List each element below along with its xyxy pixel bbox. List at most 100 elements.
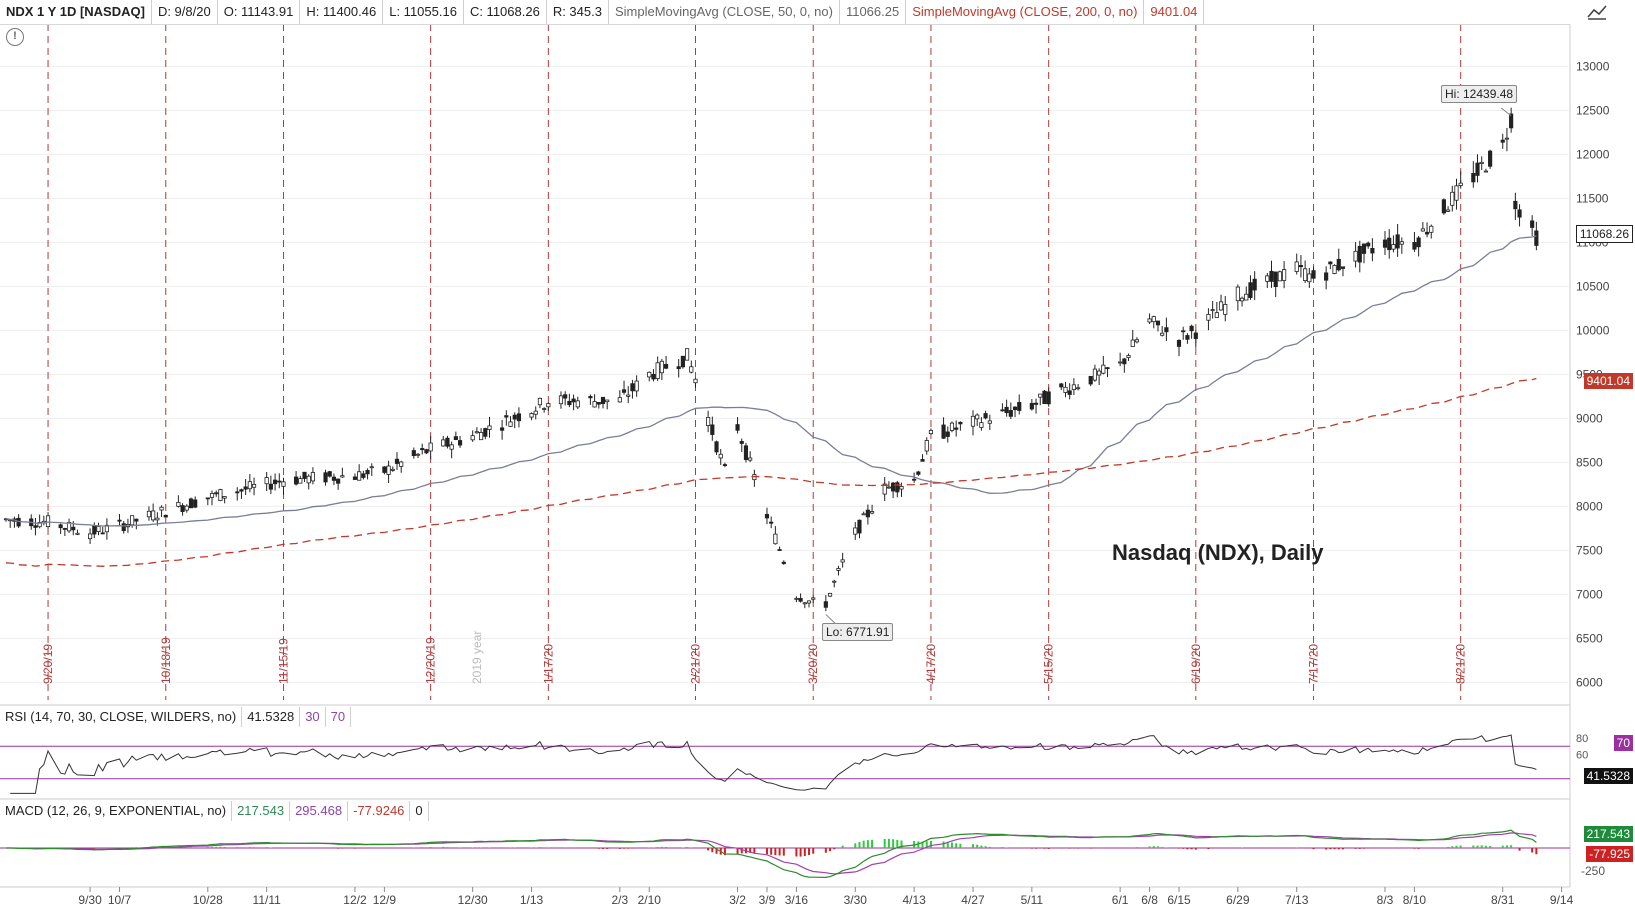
macd-histogram-bar xyxy=(1161,847,1164,848)
candle-body xyxy=(441,439,446,447)
event-date-label: 1/17/20 xyxy=(541,644,555,684)
macd-histogram-bar xyxy=(858,842,861,848)
macd-histogram-bar xyxy=(559,847,562,848)
macd-histogram-bar xyxy=(929,840,932,848)
macd-histogram-bar xyxy=(1333,848,1336,850)
macd-histogram-bar xyxy=(753,848,756,853)
sma200-label[interactable]: SimpleMovingAvg (CLOSE, 200, 0, no) xyxy=(906,0,1145,24)
macd-histogram-bar xyxy=(715,848,718,854)
candle-body xyxy=(184,505,189,511)
macd-histogram-bar xyxy=(925,841,928,848)
candle-body xyxy=(1008,410,1013,417)
x-tick-label: 2/10 xyxy=(638,893,662,907)
macd-histogram-bar xyxy=(942,841,945,848)
candle-body xyxy=(1307,273,1312,283)
high-value: H: 11400.46 xyxy=(300,0,384,24)
candle-body xyxy=(1134,339,1140,343)
candle-body xyxy=(1017,402,1022,411)
y-tick-label: 12000 xyxy=(1576,147,1610,161)
candle-body xyxy=(1160,332,1165,336)
candle-body xyxy=(764,513,770,519)
macd-histogram-bar xyxy=(240,847,243,848)
macd-histogram-bar xyxy=(988,846,991,848)
candle-body xyxy=(420,448,425,451)
candle-body xyxy=(1412,241,1417,250)
macd-histogram-bar xyxy=(1362,848,1365,849)
rsi-label[interactable]: RSI (14, 70, 30, CLOSE, WILDERS, no) xyxy=(0,707,243,727)
candle-body xyxy=(1118,361,1123,364)
macd-histogram-bar xyxy=(1501,845,1504,848)
macd-histogram-bar xyxy=(1190,848,1193,850)
candle-body xyxy=(1067,390,1072,395)
macd-histogram-bar xyxy=(782,848,785,856)
macd-histogram-bar xyxy=(1089,848,1092,849)
macd-histogram-bar xyxy=(442,846,445,848)
macd-histogram-bar xyxy=(606,848,609,849)
macd-histogram-bar xyxy=(623,848,626,849)
macd-histogram-bar xyxy=(1207,848,1210,850)
info-icon[interactable]: ! xyxy=(6,28,24,46)
candle-body xyxy=(218,489,223,501)
candle-body xyxy=(769,521,774,524)
macd-histogram-bar xyxy=(837,847,840,848)
macd-histogram-bar xyxy=(955,843,958,848)
candle-body xyxy=(886,486,891,489)
candle-body xyxy=(651,373,656,380)
candle-body xyxy=(96,525,101,532)
candle-body xyxy=(1029,402,1034,410)
macd-histogram-bar xyxy=(564,847,567,848)
macd-histogram-bar xyxy=(946,842,949,848)
macd-axis-label: -250 xyxy=(1580,864,1605,878)
candle-body xyxy=(987,420,992,424)
candle-body xyxy=(340,475,345,478)
candle-body xyxy=(100,532,105,535)
candle-body xyxy=(1000,409,1005,412)
macd-histogram-bar xyxy=(538,847,541,848)
candle-body xyxy=(1210,309,1215,312)
macd-histogram-bar xyxy=(736,848,739,854)
candle-body xyxy=(331,476,337,481)
x-tick-label: 10/28 xyxy=(193,893,223,907)
candle-body xyxy=(411,450,416,457)
candle-body xyxy=(474,431,479,434)
macd-histogram-bar xyxy=(656,847,659,848)
symbol-label[interactable]: NDX 1 Y 1D [NASDAQ] xyxy=(0,0,152,24)
candle-body xyxy=(1155,320,1161,326)
macd-histogram-bar xyxy=(509,847,512,848)
candle-body xyxy=(1530,220,1535,228)
candle-body xyxy=(1151,316,1156,323)
candle-body xyxy=(1176,339,1182,347)
macd-histogram-bar xyxy=(1329,848,1332,850)
macd-histogram-bar xyxy=(1186,848,1189,850)
macd-histogram-bar xyxy=(803,848,806,857)
hi-pointer xyxy=(1500,107,1512,117)
sma50-label[interactable]: SimpleMovingAvg (CLOSE, 50, 0, no) xyxy=(609,0,840,24)
event-date-label: 6/19/20 xyxy=(1189,644,1203,684)
date-value: D: 9/8/20 xyxy=(152,0,218,24)
macd-histogram-bar xyxy=(1472,845,1475,848)
candle-body xyxy=(861,513,866,516)
macd-histogram-bar xyxy=(1194,848,1197,850)
macd-histogram-bar xyxy=(1442,847,1445,848)
candle-body xyxy=(592,401,597,408)
candle-body xyxy=(970,415,976,427)
close-value: C: 11068.26 xyxy=(464,0,547,24)
candle-body xyxy=(1235,286,1240,302)
macd-histogram-bar xyxy=(429,847,432,848)
macd-histogram-bar xyxy=(723,848,726,856)
macd-label[interactable]: MACD (12, 26, 9, EXPONENTIAL, no) xyxy=(0,801,233,821)
macd-histogram-bar xyxy=(677,847,680,848)
macd-histogram-bar xyxy=(194,847,197,848)
candle-body xyxy=(222,496,227,499)
chart-style-icon[interactable] xyxy=(1587,4,1607,20)
candle-body xyxy=(1298,265,1304,268)
candle-body xyxy=(1454,185,1459,201)
lo-annotation: Lo: 6771.91 xyxy=(822,623,894,641)
event-date-label: 2/21/20 xyxy=(689,644,703,684)
candle-body xyxy=(357,471,362,481)
candle-body xyxy=(487,425,492,430)
macd-histogram-bar xyxy=(829,848,832,852)
candle-body xyxy=(1269,270,1274,282)
candle-body xyxy=(1450,191,1455,206)
